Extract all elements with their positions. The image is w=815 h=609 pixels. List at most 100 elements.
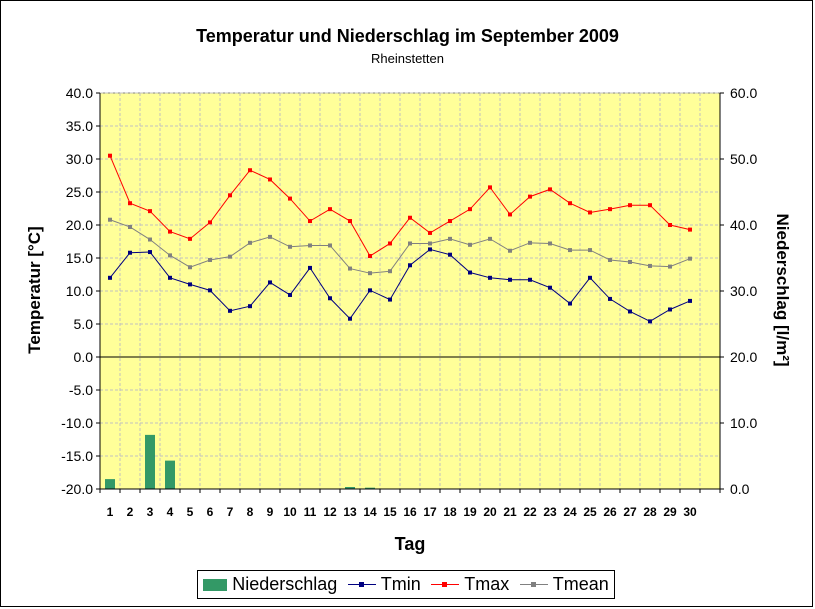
y-left-tick-label: 0.0 [74,349,94,365]
x-tick-label: 7 [227,505,234,519]
x-tick-label: 6 [207,505,214,519]
y-axis-right-label: Niederschlag [l/m²] [773,213,792,366]
y-right-tick-label: 60.0 [730,85,757,101]
point-tmean [668,264,672,269]
x-tick-label: 12 [323,505,337,519]
temperature-lines [108,153,692,324]
point-tmax [608,207,612,212]
y-left-tick-label: 15.0 [66,250,93,266]
x-tick-label: 2 [127,505,134,519]
bar-niederschlag [345,487,355,489]
x-tick-label: 24 [563,505,577,519]
point-tmin [388,297,392,302]
bar-niederschlag [165,460,175,489]
x-tick-label: 28 [643,505,657,519]
point-tmean [468,242,472,247]
point-tmean [328,243,332,248]
legend-item-tmin: Tmin [347,574,421,595]
point-tmin [508,277,512,282]
x-tick-label: 29 [663,505,677,519]
y-left-tick-label: 20.0 [66,217,93,233]
y-left-tick-label: -15.0 [61,448,93,464]
point-tmin [248,304,252,309]
point-tmin [128,250,132,255]
x-tick-label: 4 [167,505,174,519]
point-tmax [688,227,692,232]
point-tmin [328,296,332,301]
y-axis-right: 60.0 50.0 40.0 30.0 20.0 10.0 0.0 [719,85,757,497]
point-tmin [208,288,212,293]
legend-label-tmin: Tmin [380,574,421,594]
point-tmean [288,244,292,249]
point-tmin [108,275,112,280]
y-right-tick-label: 30.0 [730,283,757,299]
x-tick-label: 14 [363,505,377,519]
x-tick-label: 26 [603,505,617,519]
point-tmax [548,187,552,192]
point-tmax [428,230,432,235]
x-tick-label: 13 [343,505,357,519]
point-tmean [228,254,232,259]
point-tmean [488,236,492,241]
point-tmin [648,319,652,324]
point-tmean [108,217,112,222]
x-tick-label: 25 [583,505,597,519]
point-tmean [308,243,312,248]
point-tmin [448,252,452,257]
legend-swatch-tmin [347,579,376,591]
point-tmean [548,241,552,246]
point-tmean [248,240,252,245]
point-tmax [508,212,512,217]
y-left-tick-label: 40.0 [66,85,93,101]
x-tick-label: 22 [523,505,537,519]
legend-label-tmean: Tmean [552,574,609,594]
point-tmax [588,210,592,215]
point-tmean [188,265,192,270]
point-tmax [228,193,232,198]
point-tmean [628,259,632,264]
point-tmin [628,309,632,314]
point-tmax [168,229,172,234]
point-tmean [128,224,132,229]
point-tmean [268,234,272,239]
legend-item-tmean: Tmean [519,574,609,595]
y-left-tick-label: 5.0 [74,316,94,332]
point-tmax [288,196,292,201]
point-tmax [488,185,492,190]
x-axis-label: Tag [395,534,426,554]
y-left-tick-label: -10.0 [61,415,93,431]
point-tmin [188,282,192,287]
point-tmean [528,240,532,245]
y-left-tick-label: -5.0 [69,382,93,398]
point-tmax [448,219,452,224]
point-tmean [568,248,572,253]
y-axis-left-label: Temperatur [°C] [25,226,44,353]
legend-item-tmax: Tmax [431,574,509,595]
x-tick-label: 5 [187,505,194,519]
x-tick-label: 27 [623,505,637,519]
point-tmax [188,236,192,241]
x-tick-label: 20 [483,505,497,519]
point-tmean [368,271,372,276]
x-tick-label: 15 [383,505,397,519]
y-axis-left: 40.0 35.0 30.0 25.0 20.0 15.0 10.0 5.0 0.0 -5.0 -1… [61,85,101,497]
y-right-tick-label: 20.0 [730,349,757,365]
point-tmean [168,253,172,258]
x-tick-label: 9 [267,505,274,519]
y-left-tick-label: -20.0 [61,481,93,497]
chart-title: Temperatur und Niederschlag im September… [196,26,619,46]
point-tmean [648,263,652,268]
point-tmean [208,257,212,262]
x-tick-label: 21 [503,505,517,519]
y-right-tick-label: 50.0 [730,151,757,167]
point-tmax [208,220,212,225]
legend-label-tmax: Tmax [464,574,510,594]
chart-subtitle: Rheinstetten [371,51,444,66]
point-tmean [388,269,392,274]
point-tmax [328,207,332,212]
point-tmin [268,280,272,285]
point-tmin [608,296,612,301]
point-tmax [108,153,112,158]
x-tick-label: 30 [683,505,697,519]
